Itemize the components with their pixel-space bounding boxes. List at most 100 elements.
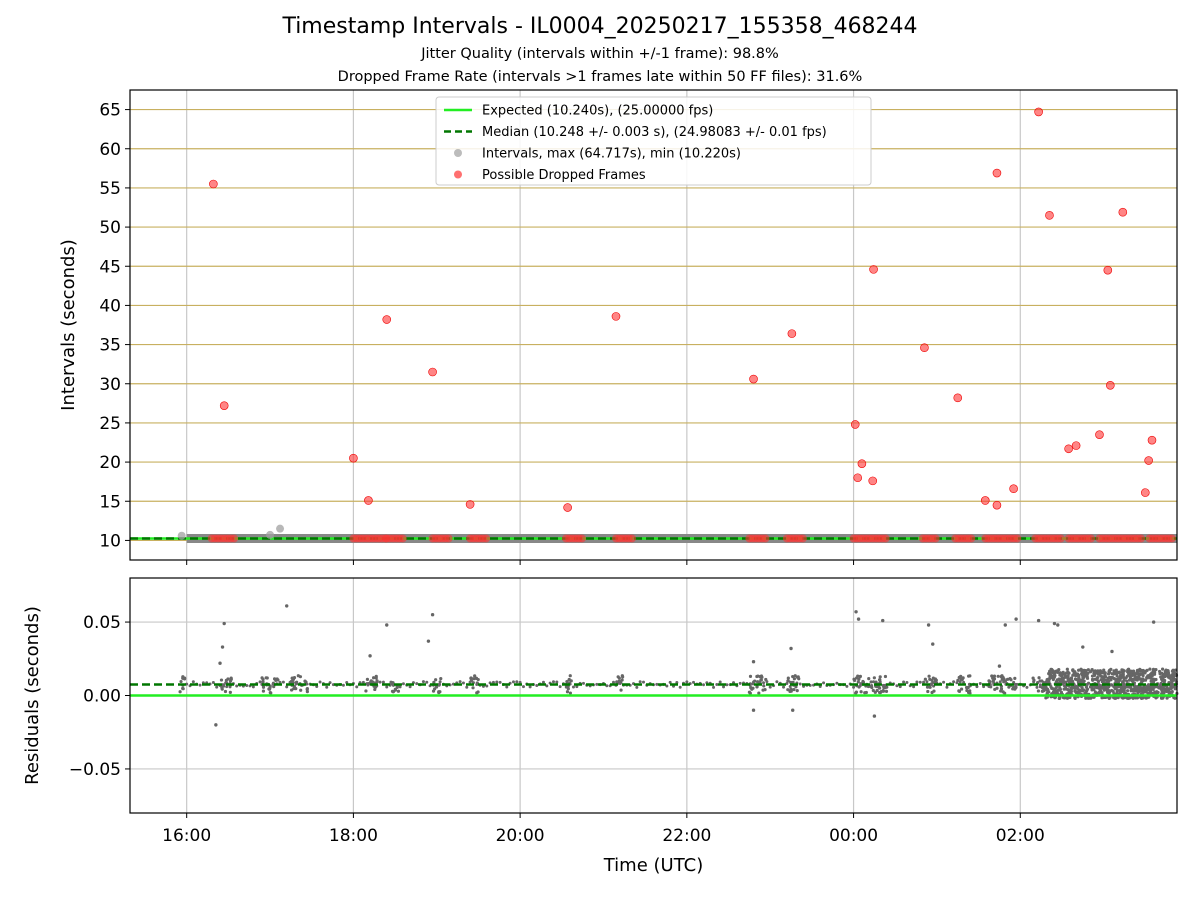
legend (435, 96, 872, 186)
residual-point (867, 677, 871, 681)
residual-point (1170, 690, 1174, 694)
dropped-frame-point (931, 534, 940, 543)
legend-entry-label: Possible Dropped Frames (482, 168, 646, 183)
residual-point (1121, 696, 1125, 700)
y-tick-label-top: 65 (99, 101, 121, 121)
residual-point (902, 680, 906, 684)
residual-point (1162, 691, 1166, 695)
residual-point (211, 680, 215, 684)
residual-point (1038, 685, 1042, 689)
residual-outlier-point (214, 723, 218, 727)
residual-point (1110, 672, 1114, 676)
residual-point (265, 676, 269, 680)
residual-point (959, 687, 964, 691)
residual-point (1012, 680, 1016, 684)
dropped-frame-point (1167, 534, 1176, 543)
residual-point (1046, 688, 1050, 692)
residual-point (425, 680, 429, 684)
dropped-frame-point (967, 534, 976, 543)
residual-point (1109, 667, 1113, 671)
residual-point (1160, 667, 1165, 671)
x-tick-label: 02:00 (996, 826, 1045, 846)
residual-point (385, 685, 389, 689)
dropped-frame-point (853, 473, 863, 483)
dropped-frame-point (992, 168, 1002, 178)
residual-point (1158, 669, 1162, 674)
residual-point (927, 674, 931, 678)
residual-point (952, 680, 956, 684)
dropped-frame-point (787, 329, 797, 338)
dropped-frame-point (1013, 534, 1022, 543)
y-tick-label-top: 55 (99, 179, 121, 199)
residual-point (1098, 688, 1102, 692)
residual-point (1133, 677, 1137, 681)
residual-point (1069, 687, 1073, 692)
dropped-frame-point (1141, 488, 1150, 497)
residual-point (1140, 696, 1144, 700)
residual-point (1099, 674, 1103, 678)
residual-point (568, 691, 572, 695)
residual-outlier-point (1110, 649, 1114, 654)
residual-point (1008, 676, 1012, 681)
dropped-frame-point (920, 343, 929, 353)
residual-point (1144, 669, 1148, 673)
residual-point (967, 674, 971, 678)
residual-point (1139, 672, 1144, 676)
residuals-panel (125, 577, 1179, 818)
dropped-frame-point (382, 315, 392, 324)
dropped-frame-point (398, 534, 407, 543)
residual-point (1076, 668, 1081, 672)
residual-point (1102, 688, 1106, 692)
residual-point (1136, 688, 1141, 692)
residual-point (895, 684, 899, 688)
residual-point (1166, 688, 1170, 692)
residual-point (878, 680, 882, 684)
residual-point (1121, 675, 1125, 679)
residual-point (1173, 687, 1177, 691)
residual-point (999, 689, 1003, 693)
residual-point (278, 680, 282, 684)
x-axis-label: Time (UTC) (603, 855, 704, 876)
residual-point (485, 684, 489, 688)
dropped-frame-point (953, 393, 963, 403)
residual-point (755, 674, 759, 679)
residual-point (925, 685, 930, 689)
residual-outlier-point (1151, 620, 1156, 624)
residual-point (1117, 677, 1122, 681)
dropped-frame-point (761, 534, 770, 543)
residual-point (473, 674, 477, 678)
residual-point (274, 678, 278, 682)
residual-point (1084, 691, 1088, 695)
residual-point (471, 686, 475, 690)
residual-point (794, 685, 798, 689)
residual-point (961, 676, 965, 680)
residual-point (1129, 677, 1133, 681)
residual-point (1044, 696, 1048, 700)
residual-point (871, 688, 875, 693)
residual-point (1088, 670, 1093, 674)
residual-point (581, 681, 585, 685)
residual-point (469, 676, 473, 680)
residual-point (1140, 680, 1144, 684)
dropped-frame-point (980, 496, 990, 505)
residual-point (215, 685, 219, 689)
residual-point (1066, 676, 1070, 680)
residual-point (856, 680, 860, 684)
residual-point (962, 680, 966, 684)
residual-point (226, 677, 230, 681)
residual-point (1014, 685, 1018, 689)
residual-point (261, 689, 266, 693)
residual-point (298, 675, 303, 679)
residual-point (1096, 679, 1101, 684)
residual-point (472, 677, 476, 681)
residual-point (1160, 671, 1164, 675)
residual-point (1129, 669, 1133, 673)
residual-point (765, 680, 769, 684)
residual-point (788, 684, 792, 688)
residual-point (788, 689, 792, 693)
residual-point (620, 674, 624, 678)
dropped-frame-point (1147, 435, 1157, 445)
residual-point (518, 680, 522, 684)
residual-point (998, 680, 1002, 684)
residual-point (928, 685, 932, 689)
